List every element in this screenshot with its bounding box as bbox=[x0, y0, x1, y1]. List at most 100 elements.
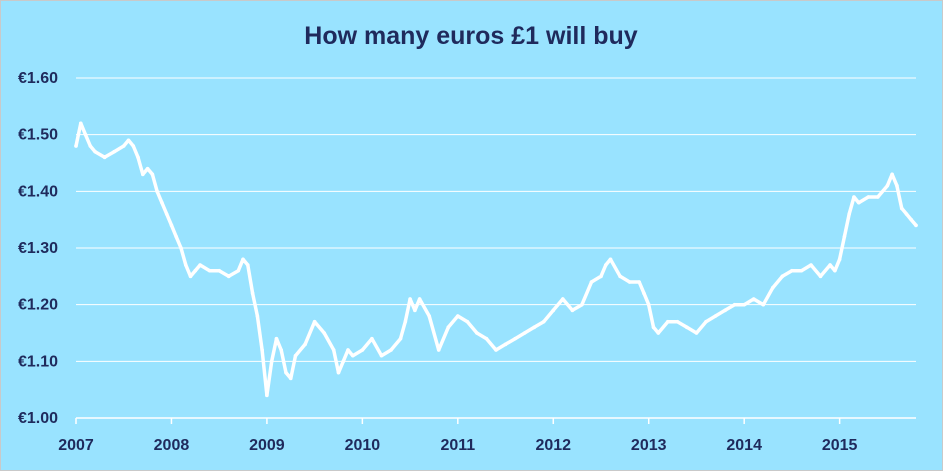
data-point bbox=[436, 348, 441, 352]
data-point bbox=[207, 268, 212, 273]
data-point bbox=[651, 325, 656, 330]
data-point bbox=[164, 212, 169, 216]
data-point bbox=[188, 274, 193, 279]
data-point bbox=[269, 359, 274, 364]
series-group bbox=[74, 121, 918, 398]
data-point bbox=[685, 325, 689, 330]
x-tick-label: 2009 bbox=[249, 437, 285, 454]
data-point bbox=[370, 336, 374, 341]
data-point bbox=[331, 348, 336, 352]
data-point bbox=[532, 325, 536, 330]
data-point bbox=[637, 280, 641, 284]
data-point bbox=[136, 155, 140, 160]
data-point bbox=[666, 319, 670, 324]
data-point bbox=[885, 183, 890, 188]
x-tick-label: 2014 bbox=[726, 437, 762, 454]
data-point bbox=[312, 319, 317, 324]
data-point bbox=[866, 195, 871, 199]
data-point bbox=[246, 263, 250, 267]
data-point bbox=[346, 348, 350, 352]
data-point bbox=[155, 189, 159, 194]
data-point bbox=[494, 348, 498, 352]
x-tick-label: 2015 bbox=[822, 437, 858, 454]
data-point bbox=[265, 393, 269, 398]
data-point bbox=[288, 376, 293, 381]
data-point bbox=[475, 331, 479, 335]
data-point bbox=[656, 331, 661, 335]
data-point bbox=[761, 302, 766, 307]
x-tick-label: 2008 bbox=[154, 437, 190, 454]
chart-title: How many euros £1 will buy bbox=[304, 22, 638, 50]
y-tick-label: €1.30 bbox=[18, 240, 58, 257]
data-point bbox=[131, 144, 136, 148]
data-point bbox=[890, 172, 894, 177]
data-point bbox=[351, 353, 355, 358]
data-point bbox=[580, 302, 584, 307]
data-point bbox=[160, 200, 164, 205]
data-point bbox=[93, 149, 97, 154]
data-point bbox=[417, 297, 422, 301]
data-point bbox=[713, 314, 718, 318]
data-point bbox=[260, 348, 264, 352]
data-point bbox=[102, 155, 107, 160]
data-point bbox=[456, 314, 460, 318]
data-point bbox=[627, 280, 632, 284]
data-point bbox=[780, 274, 785, 279]
data-point bbox=[74, 144, 78, 148]
data-point bbox=[446, 325, 451, 330]
data-point bbox=[336, 370, 341, 375]
data-point bbox=[751, 297, 756, 301]
data-point bbox=[250, 291, 255, 296]
data-point bbox=[742, 302, 746, 307]
data-point bbox=[818, 274, 823, 279]
data-point bbox=[403, 319, 408, 324]
data-point bbox=[618, 274, 622, 279]
data-point bbox=[83, 132, 88, 137]
data-point bbox=[255, 314, 260, 318]
data-point bbox=[856, 200, 861, 205]
data-point bbox=[112, 149, 116, 154]
x-tick-label: 2010 bbox=[345, 437, 381, 454]
y-tick-label: €1.10 bbox=[18, 353, 58, 370]
data-point bbox=[895, 183, 899, 188]
data-point bbox=[809, 263, 813, 267]
x-tick-label: 2007 bbox=[58, 437, 94, 454]
x-axis-tick-labels: 2007 2008 2009 2010 2011 2012 2013 2014 2015 bbox=[58, 437, 857, 454]
data-point bbox=[847, 212, 851, 216]
data-point bbox=[413, 308, 417, 313]
data-point bbox=[570, 308, 575, 313]
data-point bbox=[121, 144, 126, 148]
data-point bbox=[226, 274, 231, 279]
data-point bbox=[790, 268, 794, 273]
data-point bbox=[198, 263, 202, 267]
data-point bbox=[513, 336, 517, 341]
data-point bbox=[909, 217, 914, 222]
data-point bbox=[561, 297, 565, 301]
data-point bbox=[279, 348, 284, 352]
x-tick-label: 2012 bbox=[535, 437, 571, 454]
data-point bbox=[427, 314, 431, 318]
data-point bbox=[599, 274, 603, 279]
data-point bbox=[141, 172, 145, 177]
data-point bbox=[145, 166, 150, 171]
gridlines bbox=[76, 77, 916, 362]
data-point bbox=[322, 331, 326, 335]
data-point bbox=[551, 308, 556, 313]
data-point bbox=[379, 353, 384, 358]
data-point bbox=[193, 268, 198, 273]
data-point bbox=[303, 342, 307, 347]
y-tick-label: €1.00 bbox=[18, 410, 58, 427]
data-point bbox=[876, 195, 880, 199]
data-point bbox=[284, 370, 288, 375]
data-point bbox=[150, 172, 155, 177]
data-point bbox=[484, 336, 489, 341]
data-point bbox=[837, 257, 842, 262]
data-point bbox=[389, 348, 393, 352]
data-point bbox=[408, 297, 412, 301]
data-point bbox=[522, 331, 527, 335]
data-point bbox=[183, 263, 188, 267]
y-tick-label: €1.20 bbox=[18, 297, 58, 314]
data-point bbox=[179, 246, 183, 250]
data-point bbox=[274, 336, 279, 341]
